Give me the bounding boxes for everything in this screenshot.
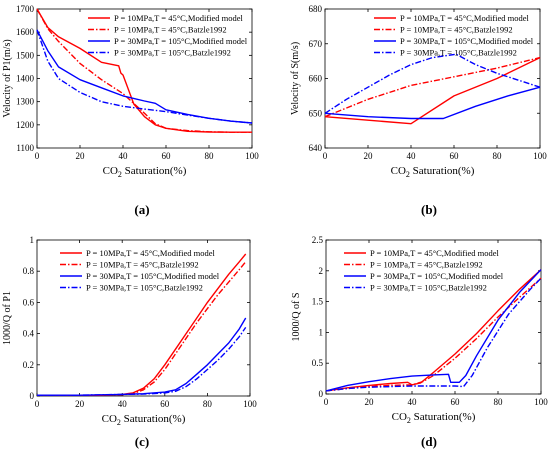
x-tick-label: 0 (323, 151, 328, 161)
y-axis-label: Velocity of S(m/s) (290, 42, 301, 115)
y-tick-label: 0 (30, 391, 35, 401)
legend-label: P = 30MPa,T = 105°C,Modified model (400, 36, 534, 46)
y-tick-label: 660 (309, 74, 323, 84)
plot-frame (325, 239, 542, 395)
x-axis-label: CO2 Saturation(%) (102, 413, 186, 427)
legend-label: P = 10MPa,T = 45°C,Batzle1992 (86, 260, 199, 270)
legend-label: P = 10MPa,T = 45°C,Modified model (400, 13, 530, 23)
series-line-4 (36, 29, 253, 124)
legend-label: P = 30MPa,T = 105°C,Modified model (86, 271, 220, 281)
x-tick-label: 20 (364, 151, 374, 161)
x-tick-label: 80 (494, 397, 504, 407)
legend-label: P = 10MPa,T = 45°C,Modified model (370, 248, 500, 258)
chart-panel-a: 0 20 40 60 80 100 1100 1200 1300 1400 1500 1600 1700… (2, 4, 259, 179)
x-tick-label: 40 (119, 151, 129, 161)
legend-label: P = 30MPa,T = 105°C,Batzle1992 (400, 48, 517, 58)
panel-label-d: (d) (421, 434, 437, 449)
series-line-4 (37, 327, 247, 396)
y-tick-label: 680 (309, 4, 323, 14)
legend-label: P = 30MPa,T = 105°C,Modified model (114, 36, 248, 46)
chart-panel-b: 0 20 40 60 80 100 640 650 660 670 680 CO2 Saturatio… (290, 4, 547, 179)
y-tick-label: 2.5 (312, 235, 324, 245)
series-line-2 (36, 8, 252, 133)
series-line-3 (37, 317, 247, 396)
series-line-4 (324, 53, 541, 114)
y-tick-label: 1400 (16, 74, 35, 84)
x-axis-label: CO2 Saturation(%) (391, 165, 475, 179)
x-tick-label: 0 (35, 399, 40, 409)
y-axis-label: 1000/Q of P1 (2, 291, 13, 345)
y-tick-label: 670 (309, 39, 323, 49)
x-tick-label: 80 (203, 399, 213, 409)
x-tick-label: 40 (408, 397, 418, 407)
panel-label-c: (c) (135, 434, 149, 449)
y-tick-label: 0 (319, 389, 324, 399)
x-axis-label: CO2 Saturation(%) (392, 411, 476, 425)
series-line-2 (325, 277, 542, 392)
x-tick-label: 20 (76, 151, 86, 161)
series-line-1 (324, 56, 541, 125)
x-tick-label: 20 (75, 399, 85, 409)
series-line-3 (325, 269, 542, 392)
panel-label-a: (a) (134, 202, 149, 217)
x-tick-label: 0 (324, 397, 329, 407)
legend-label: P = 30MPa,T = 105°C,Batzle1992 (114, 48, 231, 58)
y-tick-label: 1600 (16, 27, 35, 37)
y-axis-label: Velocity of P1(m/s) (2, 39, 13, 117)
legend-label: P = 10MPa,T = 45°C,Batzle1992 (400, 25, 513, 35)
y-tick-label: 1100 (16, 143, 34, 153)
legend-label: P = 30MPa,T = 105°C,Modified model (370, 271, 504, 281)
x-tick-label: 60 (162, 151, 172, 161)
x-tick-label: 0 (35, 151, 40, 161)
y-tick-label: 0.2 (23, 360, 34, 370)
legend-label: P = 10MPa,T = 45°C,Batzle1992 (114, 25, 227, 35)
y-tick-label: 0.5 (312, 358, 324, 368)
y-tick-label: 1200 (16, 120, 35, 130)
x-tick-label: 100 (243, 399, 257, 409)
legend-label: P = 30MPa,T = 105°C,Batzle1992 (370, 283, 487, 293)
y-tick-label: 1 (319, 327, 324, 337)
chart-panel-d: 0 20 40 60 80 100 0 0.5 1 1.5 2 2.5 CO2 Saturation(%… (291, 235, 548, 425)
x-tick-label: 100 (533, 151, 547, 161)
y-tick-label: 0.8 (23, 266, 35, 276)
x-tick-label: 80 (205, 151, 215, 161)
legend-label: P = 10MPa,T = 45°C,Modified model (114, 13, 244, 23)
x-tick-label: 20 (365, 397, 375, 407)
legend-label: P = 10MPa,T = 45°C,Modified model (86, 248, 216, 258)
y-tick-label: 0.4 (23, 329, 35, 339)
x-tick-label: 60 (160, 399, 170, 409)
series-line-3 (324, 86, 541, 120)
x-tick-label: 100 (534, 397, 548, 407)
series-line-2 (324, 56, 541, 118)
x-tick-label: 60 (450, 151, 460, 161)
x-tick-label: 80 (493, 151, 503, 161)
y-tick-label: 2 (319, 266, 324, 276)
series-line-4 (325, 277, 542, 392)
x-tick-label: 40 (118, 399, 128, 409)
x-tick-label: 100 (245, 151, 259, 161)
y-tick-label: 1 (30, 235, 35, 245)
x-tick-label: 60 (451, 397, 461, 407)
y-tick-label: 640 (309, 143, 323, 153)
legend-label: P = 10MPa,T = 45°C,Batzle1992 (370, 260, 483, 270)
x-axis-label: CO2 Saturation(%) (103, 165, 187, 179)
y-tick-label: 1.5 (312, 297, 324, 307)
legend-label: P = 30MPa,T = 105°C,Batzle1992 (86, 283, 203, 293)
y-tick-label: 1700 (16, 4, 35, 14)
y-tick-label: 0.6 (23, 297, 35, 307)
plot-frame (36, 239, 251, 397)
y-tick-label: 650 (309, 108, 323, 118)
y-axis-label: 1000/Q of S (291, 293, 302, 342)
y-tick-label: 1300 (16, 97, 35, 107)
x-tick-label: 40 (407, 151, 417, 161)
panel-label-b: (b) (421, 202, 437, 217)
y-tick-label: 1500 (16, 50, 35, 60)
chart-panel-c: 0 20 40 60 80 100 0 0.2 0.4 0.6 0.8 1 CO2 Saturation… (2, 235, 257, 427)
